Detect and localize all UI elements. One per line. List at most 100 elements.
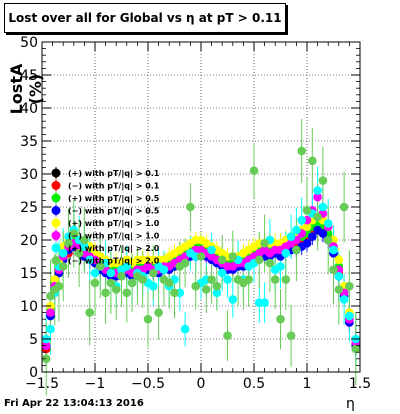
- data-point: [302, 239, 312, 248]
- data-point: [276, 262, 285, 271]
- data-point: [117, 272, 126, 281]
- legend: (+) with pT/|q| > 0.1 (−) with pT/|q| > 0…: [51, 167, 160, 267]
- data-point: [228, 252, 238, 261]
- data-point: [297, 146, 307, 156]
- data-point: [281, 248, 291, 258]
- x-tick-label: 1.5: [349, 376, 371, 392]
- data-point: [149, 281, 158, 291]
- data-point: [228, 295, 238, 304]
- data-point: [154, 308, 163, 317]
- legend-label: (+) with pT/|q| > 2.0: [68, 244, 160, 253]
- tick-labels: −1.5 −1 −0.5 0 0.5 1 1.5 0 5 10 15 20 25 30 35 40 45 50: [20, 35, 371, 392]
- y-tick-label: 15: [20, 266, 38, 282]
- y-tick-label: 35: [20, 134, 38, 150]
- data-point: [318, 176, 328, 185]
- data-point: [223, 275, 232, 284]
- data-point: [345, 281, 354, 291]
- data-point: [41, 341, 51, 350]
- y-tick-label: 30: [20, 167, 38, 183]
- y-tick-label: 40: [20, 101, 38, 117]
- data-point: [164, 278, 174, 288]
- legend-label: (+) with pT/|q| > 1.0: [68, 219, 160, 228]
- data-point: [212, 288, 222, 298]
- data-point: [292, 245, 301, 255]
- data-point: [217, 268, 227, 278]
- legend-label: (+) with pT/|q| > 0.1: [68, 169, 160, 178]
- data-point: [74, 248, 84, 258]
- data-point: [90, 268, 100, 278]
- data-point: [85, 255, 94, 265]
- data-point: [260, 239, 269, 248]
- data-point: [244, 275, 253, 284]
- data-point: [249, 166, 259, 175]
- data-point: [207, 245, 216, 255]
- data-point: [80, 242, 89, 251]
- data-point: [254, 255, 264, 265]
- data-point: [212, 281, 222, 291]
- data-point: [339, 295, 349, 304]
- data-point: [339, 202, 349, 212]
- data-point: [313, 212, 322, 222]
- y-tick-label: 45: [20, 68, 38, 84]
- data-point: [50, 275, 60, 284]
- legend-label: (−) with pT/|q| > 0.1: [68, 182, 160, 191]
- data-point: [329, 265, 338, 275]
- data-point: [286, 331, 296, 341]
- data-point: [54, 281, 64, 291]
- data-point: [270, 275, 280, 284]
- axis-ticks: [41, 41, 361, 373]
- data-point: [80, 235, 89, 245]
- data-point: [281, 275, 291, 284]
- y-tick-label: 20: [20, 233, 38, 249]
- data-point: [101, 288, 110, 298]
- x-tick-label: −1: [85, 376, 106, 392]
- data-point: [323, 235, 333, 245]
- data-point: [334, 285, 344, 294]
- y-tick-label: 0: [29, 365, 38, 381]
- data-point: [149, 268, 158, 278]
- data-point: [138, 275, 147, 284]
- data-point: [329, 245, 338, 255]
- timestamp: Fri Apr 22 13:04:13 2016: [4, 398, 144, 409]
- data-point: [143, 314, 153, 324]
- data-point: [58, 262, 68, 271]
- data-point: [41, 354, 51, 364]
- data-point: [217, 255, 227, 265]
- data-point: [323, 219, 333, 228]
- data-points: [41, 146, 361, 364]
- data-point: [334, 255, 344, 265]
- data-point: [180, 324, 190, 334]
- data-point: [58, 248, 68, 258]
- data-point: [191, 281, 200, 291]
- x-tick-label: −1.5: [25, 376, 59, 392]
- data-point: [111, 285, 121, 294]
- data-point: [46, 308, 55, 317]
- y-tick-label: 25: [20, 200, 38, 216]
- data-point: [292, 225, 301, 235]
- data-point: [170, 288, 179, 298]
- data-point: [313, 192, 322, 202]
- data-point: [85, 308, 94, 317]
- data-point: [345, 311, 354, 321]
- data-point: [223, 331, 232, 341]
- x-tick-label: 1: [303, 376, 312, 392]
- legend-label: (−) with pT/|q| > 2.0: [68, 257, 160, 266]
- data-point: [180, 258, 190, 268]
- data-point: [297, 215, 307, 225]
- data-point: [90, 278, 100, 288]
- legend-label: (−) with pT/|q| > 0.5: [68, 207, 160, 216]
- y-tick-label: 5: [29, 332, 38, 348]
- legend-label: (+) with pT/|q| > 0.5: [68, 194, 160, 203]
- data-point: [69, 229, 79, 238]
- data-point: [46, 324, 55, 334]
- data-point: [122, 262, 132, 271]
- data-point: [64, 239, 73, 248]
- data-point: [276, 314, 285, 324]
- x-tick-label: −0.5: [131, 376, 165, 392]
- y-axis-label: LostA (%): [7, 63, 45, 115]
- data-point: [46, 291, 55, 301]
- data-point: [302, 222, 312, 232]
- data-point: [186, 202, 195, 212]
- data-point: [127, 278, 137, 288]
